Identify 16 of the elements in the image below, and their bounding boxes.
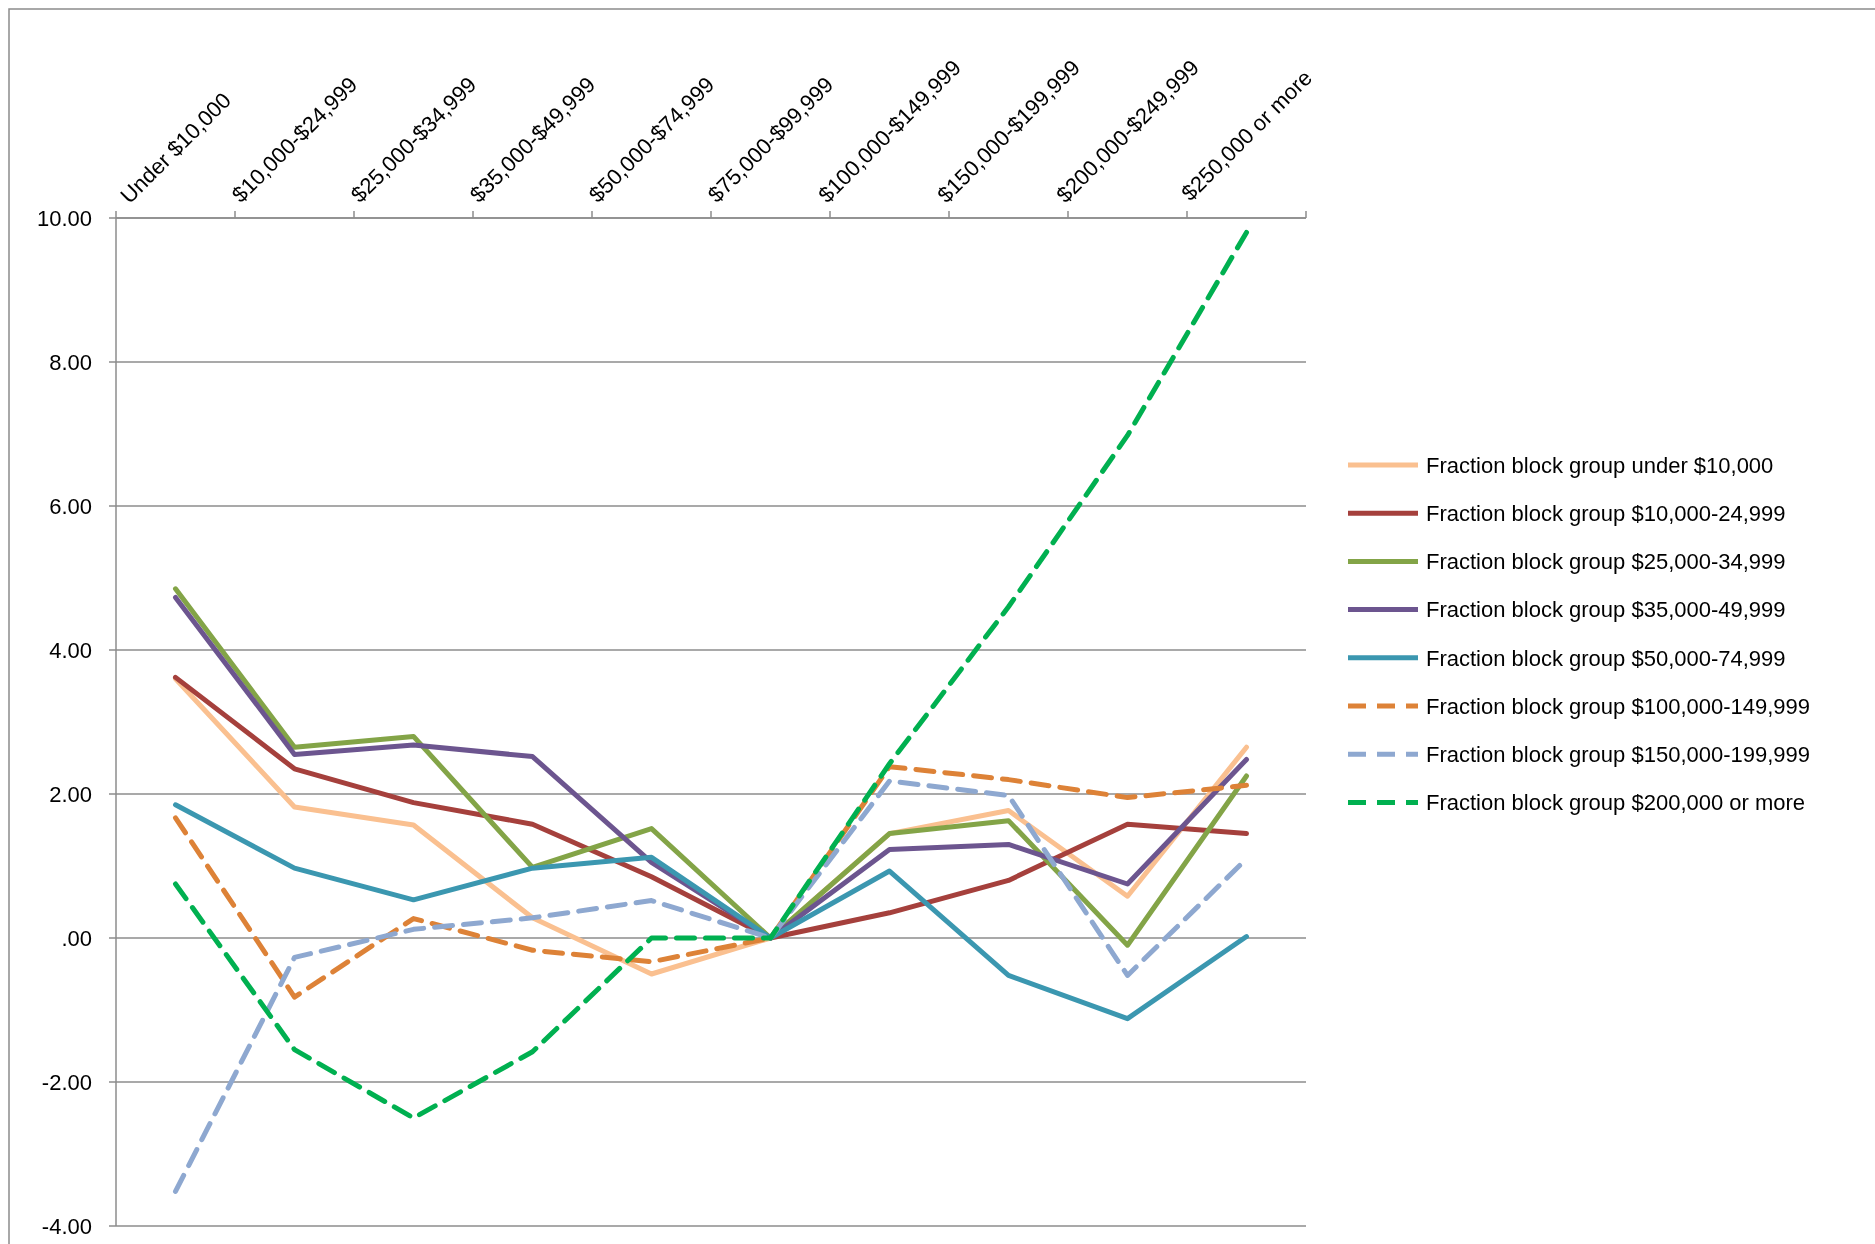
legend-label: Fraction block group under $10,000 (1426, 452, 1774, 478)
y-tick-label: .00 (61, 925, 92, 951)
y-tick-label: 8.00 (49, 349, 92, 375)
legend-label: Fraction block group $200,000 or more (1426, 790, 1806, 816)
legend-label: Fraction block group $35,000-49,999 (1426, 597, 1786, 623)
y-tick-label: -2.00 (41, 1069, 92, 1095)
y-tick-label: 6.00 (49, 493, 92, 519)
y-tick-label: 10.00 (36, 205, 92, 231)
legend-label: Fraction block group $50,000-74,999 (1426, 645, 1786, 671)
y-tick-label: 4.00 (49, 637, 92, 663)
y-tick-label: -4.00 (41, 1213, 92, 1239)
y-tick-label: 2.00 (49, 781, 92, 807)
legend-label: Fraction block group $10,000-24,999 (1426, 500, 1786, 526)
legend-label: Fraction block group $150,000-199,999 (1426, 741, 1811, 767)
legend-label: Fraction block group $25,000-34,999 (1426, 549, 1786, 575)
legend-label: Fraction block group $100,000-149,999 (1426, 693, 1811, 719)
